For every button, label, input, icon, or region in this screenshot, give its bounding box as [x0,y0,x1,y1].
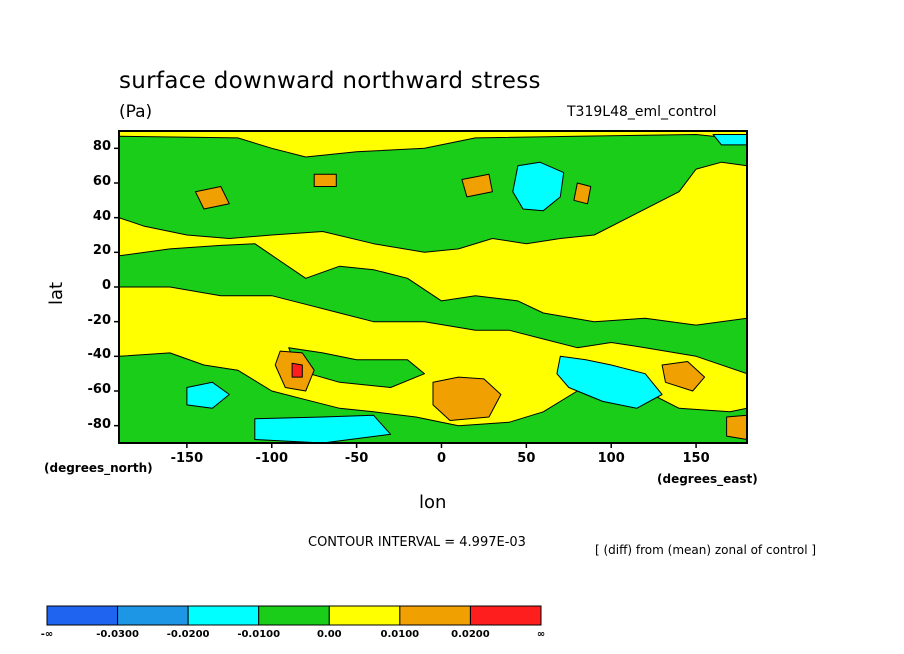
colorbar-swatch [258,605,330,626]
y-tick-label: 60 [92,174,111,189]
contour-region-2 [119,243,747,375]
colorbar-swatch [399,605,471,626]
contour-region-13 [194,186,230,210]
contour-region-12 [661,361,706,392]
colorbar-label: -0.0100 [237,629,281,640]
contour-interval: CONTOUR INTERVAL = 4.997E-03 [308,535,526,550]
colorbar-swatch [46,605,119,626]
contour-region-11 [432,376,502,421]
contour-region-15 [573,182,592,205]
colorbar-label: 0.0100 [380,629,420,640]
colorbar-swatch [187,605,260,626]
colorbar-label: -0.0200 [166,629,210,640]
colorbar-label: 0.0200 [451,629,490,640]
contour-regions [119,131,747,443]
diff-note: [ (diff) from (mean) zonal of control ] [595,543,817,557]
chart-units: (Pa) [119,102,153,122]
contour-region-7 [254,414,392,443]
y-axis-units: (degrees_north) [44,461,153,475]
x-tick-label: 150 [682,451,710,466]
y-tick-label: -80 [87,416,112,432]
colorbar-swatch [328,605,401,626]
x-axis-label: lon [419,492,447,513]
colorbar-swatch [117,605,189,626]
x-tick-label: 50 [517,451,536,466]
contour-region-8 [556,355,663,409]
colorbar-label: 0.00 [316,629,342,640]
axis-ticks [114,147,697,448]
y-tick-label: -40 [87,347,112,363]
colorbar-label: ∞ [536,629,546,640]
y-tick-label: 20 [92,243,111,259]
x-axis-units: (degrees_east) [657,472,758,486]
colorbar-label: -∞ [40,629,54,640]
colorbar-swatch [469,605,542,626]
y-tick-label: 80 [92,139,111,155]
colorbar [46,605,542,626]
x-tick-label: -150 [170,451,204,466]
x-tick-label: -100 [255,451,289,466]
y-tick-label: 0 [101,278,111,293]
x-tick-label: 100 [597,451,625,466]
contour-region-16 [313,173,337,187]
contour-region-6 [186,381,230,409]
contour-region-5 [512,161,565,212]
contour-region-14 [461,173,493,198]
y-tick-label: -20 [87,312,112,328]
x-tick-label: -50 [344,451,369,466]
contour-region-1 [119,134,747,253]
x-tick-label: 0 [436,451,447,466]
y-tick-label: 40 [92,208,111,224]
dataset-label: T319L48_eml_control [567,104,717,120]
colorbar-label: -0.0300 [96,629,139,640]
contour-region-9 [712,134,747,146]
contour-region-18 [291,362,303,378]
y-axis-label: lat [46,281,67,305]
y-tick-label: -60 [87,382,112,397]
contour-region-17 [726,414,747,440]
chart-title: surface downward northward stress [119,68,541,94]
